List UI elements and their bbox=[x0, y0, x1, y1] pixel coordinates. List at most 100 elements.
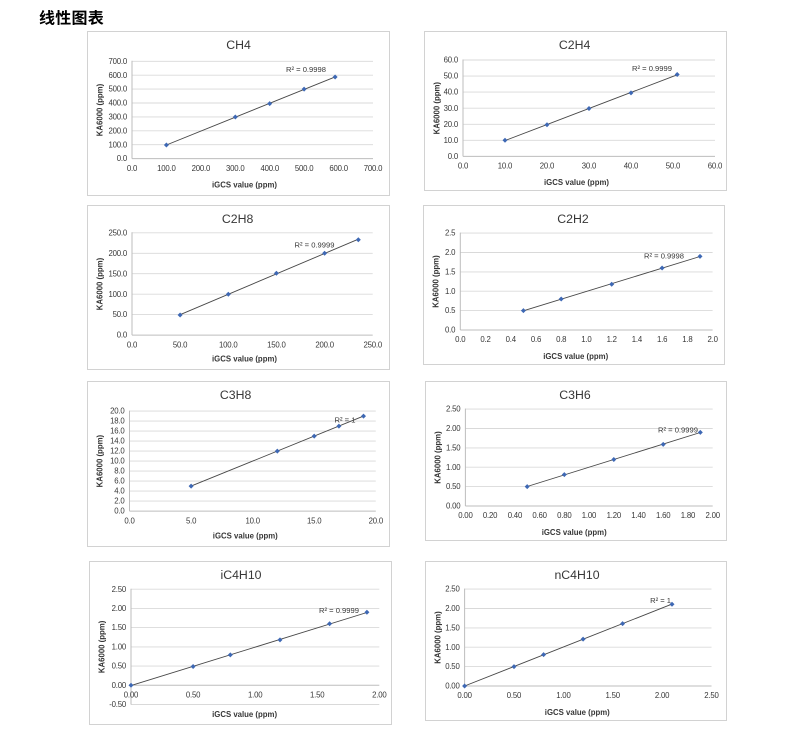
svg-text:2.00: 2.00 bbox=[706, 511, 721, 520]
svg-text:700.0: 700.0 bbox=[364, 164, 383, 173]
svg-text:8.0: 8.0 bbox=[114, 467, 125, 476]
svg-text:0.00: 0.00 bbox=[445, 682, 460, 691]
svg-text:200.0: 200.0 bbox=[108, 249, 127, 258]
svg-text:1.50: 1.50 bbox=[112, 623, 127, 632]
svg-text:2.00: 2.00 bbox=[446, 424, 461, 433]
svg-text:C2H2: C2H2 bbox=[557, 212, 589, 226]
svg-text:0.50: 0.50 bbox=[186, 691, 201, 700]
svg-text:0.2: 0.2 bbox=[480, 335, 490, 344]
svg-text:iGCS value (ppm): iGCS value (ppm) bbox=[545, 708, 610, 717]
svg-text:10.0: 10.0 bbox=[110, 457, 125, 466]
svg-text:18.0: 18.0 bbox=[110, 417, 125, 426]
svg-text:0.00: 0.00 bbox=[124, 691, 139, 700]
svg-text:iGCS value (ppm): iGCS value (ppm) bbox=[542, 528, 607, 537]
svg-text:KA6000 (ppm): KA6000 (ppm) bbox=[434, 431, 443, 484]
svg-text:40.0: 40.0 bbox=[444, 88, 459, 97]
svg-text:1.00: 1.00 bbox=[248, 691, 263, 700]
svg-text:50.0: 50.0 bbox=[666, 162, 681, 171]
svg-text:1.00: 1.00 bbox=[445, 643, 460, 652]
svg-text:12.0: 12.0 bbox=[110, 447, 125, 456]
svg-text:-0.50: -0.50 bbox=[109, 700, 127, 709]
svg-text:20.0: 20.0 bbox=[110, 407, 125, 416]
svg-text:nC4H10: nC4H10 bbox=[554, 568, 599, 582]
svg-text:600.0: 600.0 bbox=[329, 164, 348, 173]
svg-text:2.5: 2.5 bbox=[445, 229, 456, 238]
svg-text:20.0: 20.0 bbox=[540, 162, 555, 171]
svg-text:C2H4: C2H4 bbox=[559, 38, 591, 52]
svg-text:iC4H10: iC4H10 bbox=[220, 568, 261, 582]
svg-text:700.0: 700.0 bbox=[108, 57, 127, 66]
svg-text:14.0: 14.0 bbox=[110, 437, 125, 446]
svg-text:2.50: 2.50 bbox=[445, 585, 460, 594]
svg-text:500.0: 500.0 bbox=[108, 85, 127, 94]
svg-text:100.0: 100.0 bbox=[157, 164, 176, 173]
svg-text:0.0: 0.0 bbox=[114, 507, 125, 516]
svg-text:15.0: 15.0 bbox=[307, 516, 322, 525]
svg-text:iGCS value (ppm): iGCS value (ppm) bbox=[543, 352, 608, 361]
svg-text:2.00: 2.00 bbox=[655, 691, 670, 700]
svg-text:R² = 0.9999: R² = 0.9999 bbox=[632, 64, 672, 73]
svg-text:C3H8: C3H8 bbox=[220, 388, 252, 402]
svg-text:iGCS value (ppm): iGCS value (ppm) bbox=[212, 710, 277, 719]
svg-text:KA6000 (ppm): KA6000 (ppm) bbox=[98, 620, 107, 673]
svg-text:1.80: 1.80 bbox=[681, 511, 696, 520]
svg-text:1.8: 1.8 bbox=[682, 335, 692, 344]
svg-text:500.0: 500.0 bbox=[295, 164, 314, 173]
svg-text:100.0: 100.0 bbox=[108, 140, 127, 149]
svg-text:1.60: 1.60 bbox=[656, 511, 671, 520]
svg-text:2.00: 2.00 bbox=[372, 691, 387, 700]
svg-text:R² = 1: R² = 1 bbox=[335, 415, 356, 424]
svg-text:0.50: 0.50 bbox=[507, 691, 522, 700]
svg-text:0.0: 0.0 bbox=[117, 331, 128, 340]
svg-text:400.0: 400.0 bbox=[108, 99, 127, 108]
svg-text:300.0: 300.0 bbox=[226, 164, 245, 173]
svg-text:50.0: 50.0 bbox=[113, 310, 128, 319]
svg-text:R² = 0.9998: R² = 0.9998 bbox=[644, 252, 684, 261]
svg-text:2.00: 2.00 bbox=[112, 604, 127, 613]
svg-text:20.0: 20.0 bbox=[444, 120, 459, 129]
svg-text:10.0: 10.0 bbox=[246, 516, 261, 525]
svg-text:0.5: 0.5 bbox=[445, 306, 456, 315]
svg-text:2.50: 2.50 bbox=[112, 585, 127, 594]
svg-text:1.0: 1.0 bbox=[581, 335, 592, 344]
svg-text:200.0: 200.0 bbox=[315, 340, 334, 349]
svg-text:200.0: 200.0 bbox=[108, 126, 127, 135]
svg-text:1.40: 1.40 bbox=[631, 511, 646, 520]
svg-text:0.0: 0.0 bbox=[124, 516, 135, 525]
svg-text:KA6000 (ppm): KA6000 (ppm) bbox=[434, 611, 443, 664]
svg-text:4.0: 4.0 bbox=[114, 487, 125, 496]
svg-text:30.0: 30.0 bbox=[582, 162, 597, 171]
svg-text:0.40: 0.40 bbox=[508, 511, 523, 520]
svg-text:KA6000 (ppm): KA6000 (ppm) bbox=[96, 83, 105, 136]
svg-text:0.0: 0.0 bbox=[127, 164, 138, 173]
svg-text:0.8: 0.8 bbox=[556, 335, 566, 344]
svg-text:C3H6: C3H6 bbox=[559, 388, 591, 402]
svg-text:250.0: 250.0 bbox=[363, 340, 382, 349]
svg-text:2.0: 2.0 bbox=[445, 248, 456, 257]
svg-text:0.80: 0.80 bbox=[557, 511, 572, 520]
svg-text:KA6000 (ppm): KA6000 (ppm) bbox=[433, 82, 442, 135]
svg-text:1.50: 1.50 bbox=[310, 691, 325, 700]
svg-text:50.0: 50.0 bbox=[173, 340, 188, 349]
svg-text:KA6000 (ppm): KA6000 (ppm) bbox=[96, 257, 105, 310]
svg-text:300.0: 300.0 bbox=[108, 113, 127, 122]
svg-text:R² = 1: R² = 1 bbox=[650, 596, 671, 605]
svg-text:2.0: 2.0 bbox=[114, 497, 125, 506]
svg-text:6.0: 6.0 bbox=[114, 477, 125, 486]
svg-text:600.0: 600.0 bbox=[108, 71, 127, 80]
svg-text:0.0: 0.0 bbox=[127, 340, 138, 349]
svg-text:KA6000 (ppm): KA6000 (ppm) bbox=[432, 255, 441, 308]
svg-text:0.00: 0.00 bbox=[446, 502, 461, 511]
svg-text:iGCS value (ppm): iGCS value (ppm) bbox=[212, 181, 277, 190]
svg-text:5.0: 5.0 bbox=[186, 516, 197, 525]
svg-text:1.00: 1.00 bbox=[112, 643, 127, 652]
svg-text:iGCS value (ppm): iGCS value (ppm) bbox=[213, 532, 278, 541]
svg-text:1.5: 1.5 bbox=[445, 268, 456, 277]
svg-text:16.0: 16.0 bbox=[110, 427, 125, 436]
svg-text:100.0: 100.0 bbox=[108, 290, 127, 299]
svg-text:60.0: 60.0 bbox=[708, 162, 723, 171]
svg-text:R² = 0.9999: R² = 0.9999 bbox=[319, 606, 359, 615]
svg-text:0.0: 0.0 bbox=[458, 162, 469, 171]
svg-text:30.0: 30.0 bbox=[444, 104, 459, 113]
svg-text:R² = 0.9998: R² = 0.9998 bbox=[286, 65, 326, 74]
